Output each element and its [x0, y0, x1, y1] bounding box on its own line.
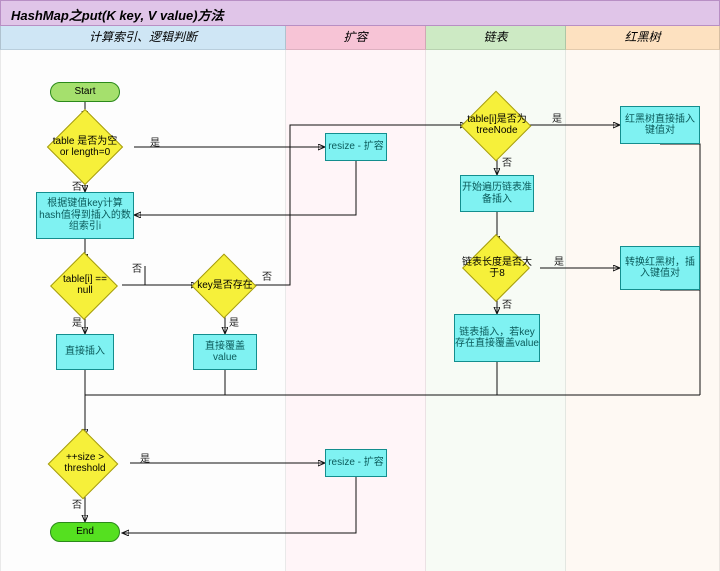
lane-header-3: 红黑树 [566, 26, 720, 50]
lane-header-0: 计算索引、逻辑判断 [0, 26, 286, 50]
lane-header-1: 扩容 [286, 26, 426, 50]
lane-header-2: 链表 [426, 26, 566, 50]
swimlane-body [0, 50, 720, 571]
diagram-title: HashMap之put(K key, V value)方法 [0, 0, 720, 26]
swimlane-headers: 计算索引、逻辑判断 扩容 链表 红黑树 [0, 26, 720, 50]
